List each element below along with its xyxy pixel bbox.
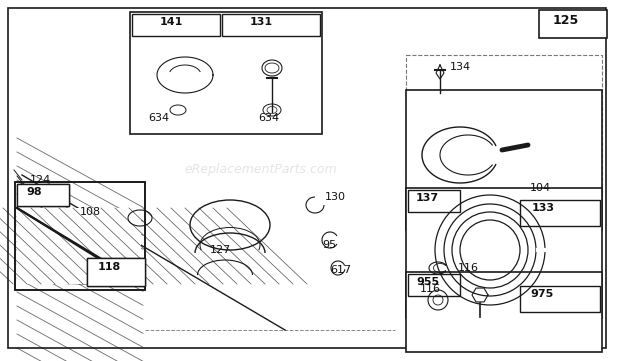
Bar [406,90,602,230]
Bar [17,184,69,206]
Bar [520,286,600,312]
Text: 955: 955 [416,277,439,287]
Bar [17,208,141,284]
Bar [15,182,145,290]
Text: 127: 127 [210,245,231,255]
Text: 634: 634 [258,113,279,123]
Bar [87,258,145,286]
Bar [87,258,145,286]
Text: 98: 98 [26,187,42,197]
Text: 133: 133 [532,203,555,213]
Text: 95: 95 [322,240,336,250]
Text: 137: 137 [416,193,439,203]
Text: 134: 134 [450,62,471,72]
Text: 98: 98 [26,187,42,197]
Text: 118: 118 [98,262,122,272]
Text: 104: 104 [530,183,551,193]
Text: 116: 116 [420,284,441,294]
Bar [15,182,145,290]
Text: eReplacementParts.com: eReplacementParts.com [184,163,337,176]
Bar [408,190,460,212]
Bar [520,200,600,226]
Bar [408,274,460,296]
Text: 131: 131 [250,17,273,27]
Text: 130: 130 [325,192,346,202]
Bar [17,184,69,206]
Bar [406,272,602,352]
Bar [222,14,320,36]
Bar [130,12,322,134]
Text: 124: 124 [30,175,51,185]
Text: 118: 118 [98,262,122,272]
Text: 634: 634 [148,113,169,123]
Text: 125: 125 [553,14,579,27]
Bar [539,10,607,38]
Text: 975: 975 [530,289,553,299]
Bar [406,188,602,318]
Text: 141: 141 [160,17,184,27]
Bar [132,14,220,36]
Text: 108: 108 [80,207,101,217]
Text: 617: 617 [330,265,351,275]
Bar [406,55,602,195]
Text: 116: 116 [458,263,479,273]
